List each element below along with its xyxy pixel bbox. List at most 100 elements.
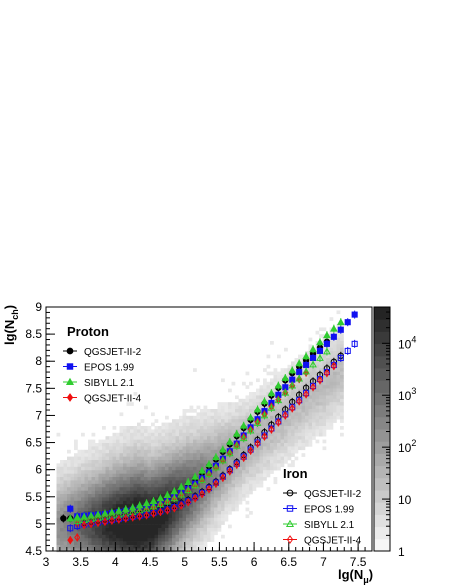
data-point bbox=[253, 419, 262, 426]
data-point bbox=[309, 345, 317, 353]
data-point bbox=[247, 446, 254, 455]
colorbar-band bbox=[374, 343, 390, 357]
data-point bbox=[330, 324, 338, 332]
data-point bbox=[295, 359, 304, 367]
legend-marker bbox=[286, 505, 294, 512]
data-point bbox=[81, 520, 88, 530]
data-point bbox=[246, 426, 255, 434]
data-point bbox=[73, 517, 82, 525]
colorbar-band bbox=[374, 307, 390, 320]
y-tick-label: 6 bbox=[35, 463, 42, 477]
data-series bbox=[60, 310, 358, 545]
x-tick-label: 4 bbox=[112, 555, 119, 569]
legend-marker bbox=[66, 393, 74, 402]
data-point bbox=[115, 515, 122, 524]
axes: 3 3.5 4 4.5 5 5.5 6 6.5 7 7.5 4.5 5 5.5 6 6.5 7 7.5 8 8.5 9 bbox=[25, 300, 373, 569]
data-point bbox=[310, 383, 317, 392]
data-point bbox=[136, 512, 143, 521]
data-point bbox=[199, 489, 206, 499]
colorbar-band bbox=[374, 514, 390, 528]
data-point bbox=[260, 397, 269, 405]
y-tick-label: 5.5 bbox=[25, 490, 42, 504]
data-point bbox=[191, 472, 199, 480]
legend-iron: Iron QGSJET-II-2 EPOS 1.99 SIBYLL 2.1 QGSJE… bbox=[283, 466, 362, 547]
data-point bbox=[303, 390, 310, 399]
data-point bbox=[95, 518, 102, 527]
data-point bbox=[129, 513, 136, 522]
data-point bbox=[184, 478, 193, 486]
data-point bbox=[178, 501, 185, 510]
y-tick-label: 9 bbox=[35, 300, 42, 314]
colorbar: 1 10 102 103 104 bbox=[373, 306, 416, 559]
data-point bbox=[205, 485, 213, 494]
data-point bbox=[282, 411, 289, 420]
data-point bbox=[296, 369, 303, 376]
data-point bbox=[219, 445, 227, 453]
data-point bbox=[157, 507, 164, 517]
colorbar-band bbox=[374, 502, 390, 515]
data-point bbox=[316, 376, 323, 385]
data-point bbox=[88, 519, 95, 529]
y-tick-label: 7 bbox=[35, 408, 42, 422]
data-point bbox=[246, 413, 255, 421]
data-point bbox=[274, 381, 283, 389]
data-point bbox=[198, 475, 206, 483]
data-point bbox=[267, 389, 276, 397]
colorbar-band bbox=[374, 429, 390, 442]
data-point bbox=[177, 482, 186, 490]
data-point bbox=[143, 511, 150, 520]
data-point bbox=[163, 497, 172, 505]
data-point bbox=[212, 453, 220, 461]
y-tick-label: 7.5 bbox=[25, 381, 42, 395]
data-point bbox=[170, 487, 179, 495]
colorbar-band bbox=[374, 538, 390, 552]
colorbar-band bbox=[374, 416, 390, 430]
x-tick-label: 6.5 bbox=[280, 555, 297, 569]
legend-proton-title: Proton bbox=[67, 324, 109, 339]
legend-marker bbox=[285, 519, 295, 528]
plot-frame bbox=[45, 306, 373, 552]
data-point bbox=[267, 403, 276, 411]
data-point bbox=[205, 460, 213, 468]
colorbar-tick-label: 103 bbox=[398, 386, 416, 403]
colorbar-tick-label: 104 bbox=[398, 334, 416, 351]
data-point bbox=[289, 376, 296, 383]
data-point bbox=[330, 333, 337, 340]
data-point bbox=[323, 347, 331, 355]
data-point bbox=[336, 318, 345, 326]
x-tick-label: 3.5 bbox=[72, 555, 89, 569]
legend-label: QGSJET-II-2 bbox=[84, 347, 142, 358]
data-point bbox=[323, 369, 330, 378]
data-point bbox=[232, 429, 241, 437]
x-axis-label: lg(Nμ) bbox=[338, 567, 373, 585]
data-point bbox=[254, 439, 261, 448]
data-point bbox=[260, 411, 269, 419]
x-tick-label: 6 bbox=[251, 555, 258, 569]
data-point bbox=[192, 494, 199, 503]
data-point bbox=[122, 514, 129, 523]
x-tick-label: 7 bbox=[320, 555, 327, 569]
data-point bbox=[268, 425, 275, 434]
data-point bbox=[225, 437, 234, 445]
data-point bbox=[60, 515, 67, 522]
colorbar-band bbox=[374, 355, 390, 369]
data-point bbox=[101, 517, 108, 526]
data-point bbox=[288, 366, 297, 374]
y-tick-label: 6.5 bbox=[25, 436, 42, 450]
legend-label: SIBYLL 2.1 bbox=[84, 378, 135, 389]
data-point bbox=[219, 456, 227, 464]
colorbar-band bbox=[374, 331, 390, 345]
data-point bbox=[303, 361, 310, 369]
x-tick-label: 3 bbox=[43, 555, 50, 569]
data-point bbox=[226, 467, 233, 476]
data-point bbox=[295, 374, 304, 382]
data-point bbox=[302, 367, 310, 375]
data-point bbox=[281, 388, 290, 396]
colorbar-band bbox=[374, 404, 390, 418]
colorbar-tick-label: 102 bbox=[398, 438, 416, 455]
x-tick-label: 4.5 bbox=[142, 555, 159, 569]
legend-marker bbox=[66, 347, 74, 355]
data-point bbox=[337, 354, 344, 362]
y-tick-label: 8.5 bbox=[25, 327, 42, 341]
legend-label: SIBYLL 2.1 bbox=[304, 520, 355, 531]
